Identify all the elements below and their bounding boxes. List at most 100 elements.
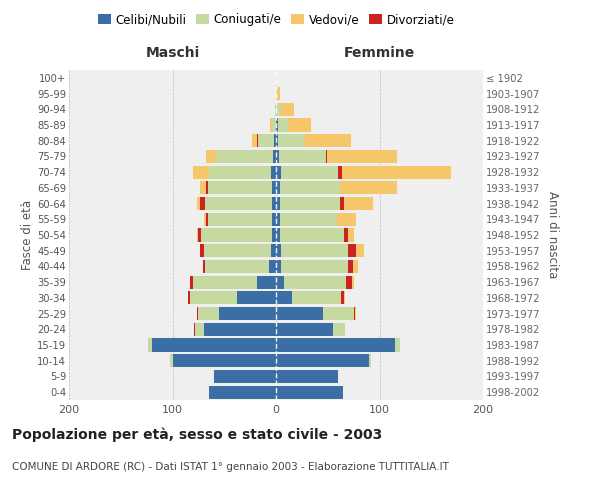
Bar: [188, 292, 190, 304]
Bar: [289, 118, 311, 132]
Bar: [281, 166, 338, 178]
Bar: [206, 150, 216, 163]
Bar: [208, 182, 272, 194]
Bar: [257, 276, 276, 288]
Legend: Celibi/Nubili, Coniugati/e, Vedovi/e, Divorziati/e: Celibi/Nubili, Coniugati/e, Vedovi/e, Di…: [93, 8, 459, 31]
Bar: [277, 87, 280, 100]
Bar: [349, 228, 353, 241]
Bar: [259, 134, 274, 147]
Bar: [199, 307, 219, 320]
Bar: [292, 292, 341, 304]
Bar: [281, 102, 293, 116]
Bar: [173, 354, 276, 368]
Bar: [340, 197, 344, 210]
Bar: [276, 260, 281, 273]
Bar: [276, 276, 284, 288]
Bar: [344, 197, 373, 210]
Bar: [195, 322, 203, 336]
Bar: [202, 228, 272, 241]
Text: Femmine: Femmine: [344, 46, 415, 60]
Bar: [272, 118, 276, 132]
Bar: [197, 307, 199, 320]
Bar: [205, 197, 272, 210]
Bar: [214, 370, 276, 383]
Bar: [203, 322, 276, 336]
Bar: [209, 386, 276, 398]
Bar: [395, 338, 400, 351]
Bar: [352, 276, 353, 288]
Bar: [280, 182, 340, 194]
Bar: [276, 87, 277, 100]
Bar: [276, 370, 338, 383]
Bar: [193, 166, 209, 178]
Bar: [276, 244, 281, 258]
Bar: [280, 197, 340, 210]
Bar: [276, 354, 369, 368]
Bar: [269, 260, 276, 273]
Bar: [193, 276, 257, 288]
Bar: [281, 260, 349, 273]
Text: COMUNE DI ARDORE (RC) - Dati ISTAT 1° gennaio 2003 - Elaborazione TUTTITALIA.IT: COMUNE DI ARDORE (RC) - Dati ISTAT 1° ge…: [12, 462, 449, 472]
Bar: [281, 244, 349, 258]
Bar: [271, 244, 276, 258]
Y-axis label: Anni di nascita: Anni di nascita: [546, 192, 559, 278]
Bar: [323, 307, 353, 320]
Bar: [272, 182, 276, 194]
Bar: [276, 102, 281, 116]
Bar: [203, 260, 205, 273]
Bar: [344, 292, 346, 304]
Bar: [271, 166, 276, 178]
Bar: [333, 322, 346, 336]
Bar: [206, 182, 208, 194]
Bar: [208, 212, 272, 226]
Bar: [272, 197, 276, 210]
Bar: [274, 134, 276, 147]
Bar: [278, 134, 304, 147]
Bar: [216, 150, 273, 163]
Text: Maschi: Maschi: [145, 46, 200, 60]
Bar: [197, 197, 200, 210]
Bar: [280, 228, 344, 241]
Bar: [205, 260, 269, 273]
Bar: [203, 212, 206, 226]
Bar: [276, 212, 280, 226]
Bar: [304, 134, 350, 147]
Bar: [337, 212, 356, 226]
Bar: [276, 134, 278, 147]
Bar: [272, 228, 276, 241]
Bar: [209, 166, 271, 178]
Bar: [326, 150, 327, 163]
Bar: [338, 166, 342, 178]
Bar: [342, 166, 451, 178]
Bar: [190, 276, 193, 288]
Bar: [346, 276, 352, 288]
Bar: [284, 276, 346, 288]
Bar: [276, 166, 281, 178]
Bar: [276, 307, 323, 320]
Bar: [276, 118, 278, 132]
Bar: [206, 212, 208, 226]
Bar: [252, 134, 257, 147]
Bar: [344, 228, 349, 241]
Bar: [190, 292, 236, 304]
Bar: [275, 102, 276, 116]
Bar: [341, 292, 344, 304]
Bar: [276, 182, 280, 194]
Bar: [276, 322, 333, 336]
Bar: [152, 338, 276, 351]
Bar: [353, 260, 358, 273]
Text: Popolazione per età, sesso e stato civile - 2003: Popolazione per età, sesso e stato civil…: [12, 428, 382, 442]
Bar: [219, 307, 276, 320]
Bar: [327, 150, 397, 163]
Bar: [276, 386, 343, 398]
Bar: [200, 197, 205, 210]
Bar: [170, 354, 173, 368]
Bar: [353, 307, 355, 320]
Bar: [276, 338, 395, 351]
Bar: [194, 322, 195, 336]
Bar: [276, 197, 280, 210]
Bar: [257, 134, 259, 147]
Bar: [272, 212, 276, 226]
Bar: [203, 244, 271, 258]
Bar: [349, 260, 353, 273]
